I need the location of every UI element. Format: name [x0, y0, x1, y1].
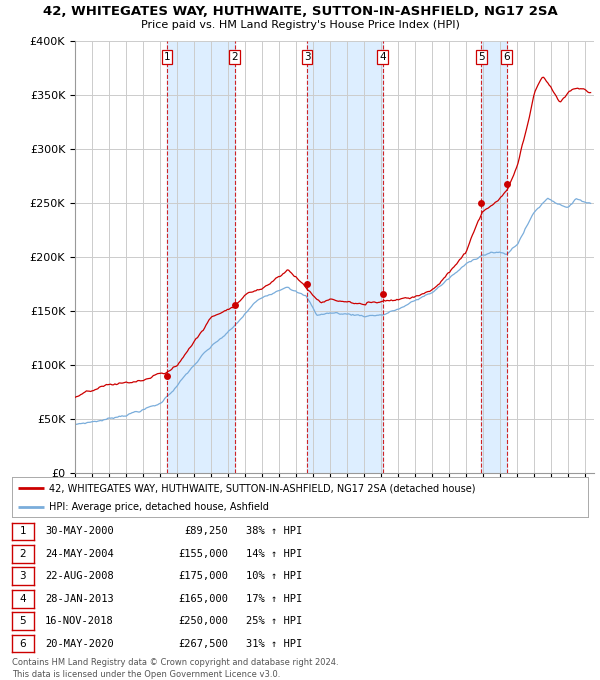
Text: 6: 6 [19, 639, 26, 649]
Text: 4: 4 [379, 52, 386, 62]
Text: 16-NOV-2018: 16-NOV-2018 [45, 616, 114, 626]
Text: 1: 1 [19, 526, 26, 537]
Text: 30-MAY-2000: 30-MAY-2000 [45, 526, 114, 537]
Text: 20-MAY-2020: 20-MAY-2020 [45, 639, 114, 649]
Bar [481, 41, 507, 473]
Bar [167, 41, 235, 473]
Text: 5: 5 [478, 52, 485, 62]
Text: 2: 2 [19, 549, 26, 559]
Text: 28-JAN-2013: 28-JAN-2013 [45, 594, 114, 604]
Text: Contains HM Land Registry data © Crown copyright and database right 2024.: Contains HM Land Registry data © Crown c… [12, 658, 338, 667]
Text: Price paid vs. HM Land Registry's House Price Index (HPI): Price paid vs. HM Land Registry's House … [140, 20, 460, 30]
Text: £250,000: £250,000 [178, 616, 228, 626]
Text: 22-AUG-2008: 22-AUG-2008 [45, 571, 114, 581]
Text: £175,000: £175,000 [178, 571, 228, 581]
Text: 6: 6 [503, 52, 510, 62]
Text: This data is licensed under the Open Government Licence v3.0.: This data is licensed under the Open Gov… [12, 670, 280, 679]
Text: £89,250: £89,250 [184, 526, 228, 537]
Text: 38% ↑ HPI: 38% ↑ HPI [246, 526, 302, 537]
Text: 42, WHITEGATES WAY, HUTHWAITE, SUTTON-IN-ASHFIELD, NG17 2SA: 42, WHITEGATES WAY, HUTHWAITE, SUTTON-IN… [43, 5, 557, 18]
Text: 10% ↑ HPI: 10% ↑ HPI [246, 571, 302, 581]
Text: £155,000: £155,000 [178, 549, 228, 559]
Text: 3: 3 [19, 571, 26, 581]
Text: £267,500: £267,500 [178, 639, 228, 649]
Text: £165,000: £165,000 [178, 594, 228, 604]
Text: 42, WHITEGATES WAY, HUTHWAITE, SUTTON-IN-ASHFIELD, NG17 2SA (detached house): 42, WHITEGATES WAY, HUTHWAITE, SUTTON-IN… [49, 483, 476, 493]
Text: 31% ↑ HPI: 31% ↑ HPI [246, 639, 302, 649]
Text: 25% ↑ HPI: 25% ↑ HPI [246, 616, 302, 626]
Text: 1: 1 [164, 52, 170, 62]
Text: 24-MAY-2004: 24-MAY-2004 [45, 549, 114, 559]
Text: 4: 4 [19, 594, 26, 604]
Text: 3: 3 [304, 52, 310, 62]
Bar [307, 41, 383, 473]
Text: 17% ↑ HPI: 17% ↑ HPI [246, 594, 302, 604]
Text: 14% ↑ HPI: 14% ↑ HPI [246, 549, 302, 559]
Text: 2: 2 [232, 52, 238, 62]
Text: HPI: Average price, detached house, Ashfield: HPI: Average price, detached house, Ashf… [49, 502, 269, 512]
Text: 5: 5 [19, 616, 26, 626]
